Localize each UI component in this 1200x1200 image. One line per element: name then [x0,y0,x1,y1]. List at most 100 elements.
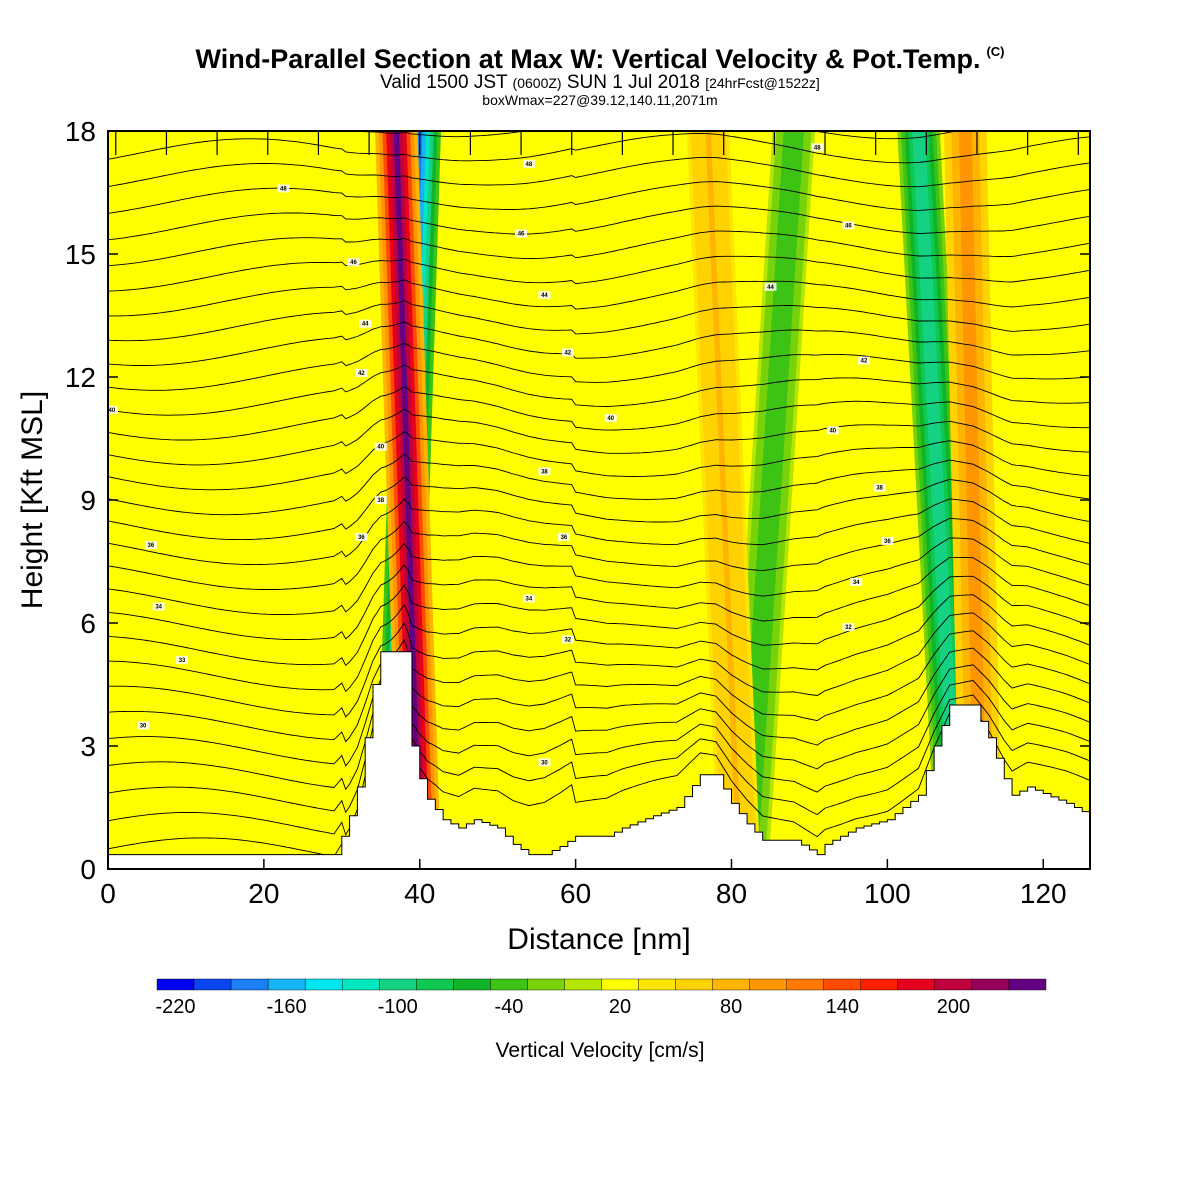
valid-time-line: Valid 1500 JST (0600Z) SUN 1 Jul 2018 [2… [0,73,1200,93]
isentrope-line [108,476,1090,541]
isentrope-label-bg [359,319,372,328]
isentrope-label-bg [764,282,777,291]
colorbar-swatch [230,978,269,991]
box-wmax-info: boxWmax=227@39.12,140.11,2071m [482,92,718,108]
colorbar-swatch [860,978,899,991]
colorbar-tick-label: 140 [826,996,859,1018]
y-tick-label: 0 [80,854,96,885]
isentrope-label: 40 [109,408,116,414]
colorbar-tick-label: -100 [378,996,418,1018]
isentrope-label-bg [137,721,150,730]
isentrope-label: 30 [140,724,147,730]
isentrope-line [108,132,1090,164]
x-axis-label: Distance [nm] [507,923,690,956]
isentrope-label-bg [857,356,870,365]
isentrope-label-bg [522,594,535,603]
isentrope-label-bg [811,143,824,152]
isentrope-line [108,594,1090,693]
terrain-profile [108,651,1090,869]
isentrope-label: 42 [358,371,365,377]
isentrope-label: 48 [526,162,533,168]
y-axis-label: Height [Kft MSL] [16,391,49,609]
colorbar-swatch [638,978,676,991]
isentrope-label: 38 [377,498,384,504]
isentrope-label-bg [522,159,535,168]
isentrope-line [108,630,1090,743]
isentrope-label-bg [561,635,574,644]
updraft-band [705,131,743,869]
isentrope-label-bg [538,291,551,299]
colorbar-swatch [193,978,232,991]
isentrope-label: 38 [876,486,883,492]
colorbar-swatch [934,978,973,991]
isentrope-label: 44 [767,285,774,291]
isentrope-line [108,230,1090,267]
isentrope-label-bg [881,537,894,545]
isentrope-label-bg [277,184,290,193]
isentrope-line [108,692,1090,858]
isentrope-label: 48 [280,186,287,192]
isentrope-line [108,255,1090,292]
y-tick-label: 9 [80,485,96,516]
colorbar-swatch [1008,978,1047,991]
downdraft-band [915,131,961,869]
isentrope-line [108,612,1090,718]
x-tick-label: 20 [248,878,279,909]
x-tick-label: 60 [560,878,591,909]
colorbar-swatch [490,978,528,991]
isentrope-line [108,575,1090,667]
colorbar-swatch [416,978,454,991]
colorbar-tick-label: -40 [494,996,523,1018]
isentrope-label: 40 [607,416,614,422]
colorbar-tick-label: -160 [267,996,307,1018]
isentrope-line [108,664,1090,791]
colorbar-swatch [675,978,713,991]
isentrope-label-bg [152,602,165,611]
isentrope-label: 32 [564,637,571,643]
valid-utc: (0600Z) [512,75,562,91]
x-tick-label: 0 [100,878,116,909]
forecast-info: [24hrFcst@1522z] [705,75,820,91]
isentrope-lines [108,131,1090,858]
colorbar-label: Vertical Velocity [cm/s] [496,1039,705,1062]
isentrope-label: 46 [518,232,525,238]
y-tick-label: 12 [65,362,96,393]
isentrope-label: 44 [541,293,548,299]
isentrope-line [108,364,1090,416]
colorbar-swatch [342,978,380,991]
y-tick-label: 18 [65,116,96,147]
isentrope-line [108,431,1090,491]
isentrope-label-bg [850,578,863,586]
isentrope-label: 33 [179,658,186,664]
isentrope-label-bg [347,258,360,267]
isentrope-line [108,686,1090,836]
x-tick-label: 80 [716,878,747,909]
isentrope-label: 46 [350,260,357,266]
y-tick-label: 3 [80,731,96,762]
isentrope-line [108,453,1090,516]
isentrope-label-bg [374,442,387,451]
isentrope-label-bg [355,368,368,377]
x-tick-label: 100 [864,878,911,909]
updraft-band [393,131,423,869]
isentrope-label-bg [842,221,855,230]
isentrope-line [108,181,1090,214]
colorbar-swatch [304,978,343,991]
colorbar-swatch [601,978,639,991]
x-tick-label: 120 [1020,878,1067,909]
colorbar-swatch [749,978,787,991]
isentrope-line [108,205,1090,241]
isentrope-label-bg [144,541,157,550]
terrain-mask [108,651,1090,869]
colorbar-swatch [712,978,750,991]
isentrope-label-bg [538,467,551,476]
isentrope-label: 42 [861,359,868,365]
isentrope-label-bg [557,532,570,541]
updraft-band [962,131,984,869]
top-tick-marks [115,131,1079,155]
isentrope-line [108,677,1090,814]
chart-title: Wind-Parallel Section at Max W: Vertical… [195,44,1005,74]
isentrope-label: 48 [814,145,821,151]
colorbar-tick-label: 80 [720,996,742,1018]
